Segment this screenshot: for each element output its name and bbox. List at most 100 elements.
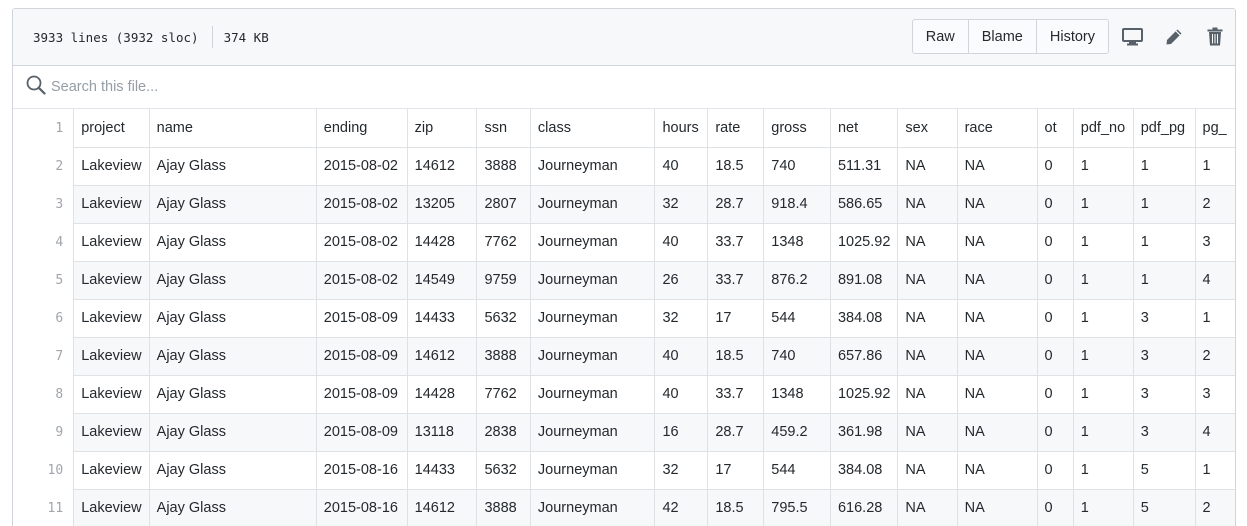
table-cell: 616.28 [829,489,898,526]
table-cell: 18.5 [707,147,764,186]
table-cell: NA [956,147,1038,186]
table-cell: Lakeview [73,413,150,452]
table-cell: 1 [1132,147,1196,186]
table-cell: 4 [1194,261,1235,300]
table-cell: Ajay Glass [148,185,317,224]
table-cell: 7762 [476,375,531,414]
line-number[interactable]: 5 [55,272,64,288]
table-row: 4 Lakeview Ajay Glass 2015-08-02 14428 7762 Jo… [13,223,1235,262]
table-row: 7 Lakeview Ajay Glass 2015-08-09 14612 3888 Jo… [13,337,1235,376]
table-cell: 740 [763,147,831,186]
column-header: pdf_no [1072,109,1134,148]
table-cell: Ajay Glass [148,375,317,414]
csv-table: 1 project name ending zip ssn class hour… [13,109,1235,526]
table-cell: 2015-08-02 [315,261,408,300]
column-header: sex [897,109,958,148]
table-cell: 5632 [476,451,531,490]
table-cell: 2015-08-16 [315,451,408,490]
table-cell: 0 [1036,489,1074,526]
table-cell: 795.5 [763,489,831,526]
table-cell: 1 [1072,147,1134,186]
table-row: 6 Lakeview Ajay Glass 2015-08-09 14433 5632 Jo… [13,299,1235,338]
table-row: 11 Lakeview Ajay Glass 2015-08-16 14612 3888 J… [13,489,1235,526]
line-number[interactable]: 8 [55,386,64,402]
table-cell: 1 [1194,147,1235,186]
table-cell: 2 [1194,337,1235,376]
table-cell: Journeyman [529,451,655,490]
table-cell: 1 [1072,451,1134,490]
table-cell: 384.08 [829,451,898,490]
line-number[interactable]: 4 [55,234,64,250]
table-cell: 7762 [476,223,531,262]
table-cell: 14433 [406,451,477,490]
table-cell: 17 [707,451,764,490]
table-cell: 2838 [476,413,531,452]
table-cell: 1 [1194,299,1235,338]
table-cell: 1 [1072,223,1134,262]
table-cell: NA [897,451,958,490]
table-cell: 657.86 [829,337,898,376]
table-cell: NA [956,337,1038,376]
table-cell: 18.5 [707,489,764,526]
column-header: gross [763,109,831,148]
table-cell: 0 [1036,147,1074,186]
table-cell: NA [956,413,1038,452]
table-cell: 2807 [476,185,531,224]
table-cell: NA [897,413,958,452]
table-cell: 14428 [406,375,477,414]
table-cell: 1025.92 [829,223,898,262]
table-cell: 13205 [406,185,477,224]
table-cell: 1 [1072,413,1134,452]
line-number[interactable]: 7 [55,348,64,364]
line-number[interactable]: 1 [55,120,64,136]
divider [211,26,213,48]
line-number[interactable]: 2 [55,158,64,174]
table-cell: 4 [1194,413,1235,452]
table-cell: 5 [1132,451,1196,490]
line-count: 3933 lines (3932 sloc) [33,29,199,45]
table-cell: 1 [1072,489,1134,526]
desktop-icon[interactable] [1112,19,1153,54]
line-number[interactable]: 11 [47,500,64,516]
search-input[interactable] [51,79,451,95]
trash-icon[interactable] [1194,19,1235,54]
blame-button[interactable]: Blame [967,19,1037,54]
raw-button[interactable]: Raw [911,19,969,54]
table-cell: 32 [654,299,708,338]
column-header: ssn [476,109,531,148]
line-number[interactable]: 9 [55,424,64,440]
table-cell: 2015-08-02 [315,147,408,186]
line-number[interactable]: 10 [47,462,64,478]
table-cell: 1 [1132,223,1196,262]
table-cell: Ajay Glass [148,451,317,490]
table-cell: NA [897,223,958,262]
table-cell: NA [956,299,1038,338]
table-cell: 1 [1132,185,1196,224]
table-cell: NA [897,375,958,414]
table-cell: NA [897,489,958,526]
table-cell: Lakeview [73,451,150,490]
column-header: ending [315,109,408,148]
table-cell: Lakeview [73,489,150,526]
table-cell: Lakeview [73,299,150,338]
table-cell: Lakeview [73,375,150,414]
table-cell: 18.5 [707,337,764,376]
table-cell: 544 [763,451,831,490]
table-cell: 876.2 [763,261,831,300]
table-header-row: 1 project name ending zip ssn class hour… [13,109,1235,148]
table-cell: 3 [1132,337,1196,376]
file-header: 3933 lines (3932 sloc) 374 KB Raw Blame … [13,9,1235,66]
history-button[interactable]: History [1035,19,1109,54]
table-cell: Journeyman [529,337,655,376]
line-number[interactable]: 6 [55,310,64,326]
table-cell: NA [897,337,958,376]
table-cell: 0 [1036,451,1074,490]
table-cell: 40 [654,375,708,414]
table-cell: 384.08 [829,299,898,338]
table-cell: 33.7 [707,261,764,300]
table-cell: 0 [1036,299,1074,338]
line-number[interactable]: 3 [55,196,64,212]
table-row: 10 Lakeview Ajay Glass 2015-08-16 14433 5632 J… [13,451,1235,490]
table-cell: Journeyman [529,489,655,526]
pencil-icon[interactable] [1153,19,1194,54]
